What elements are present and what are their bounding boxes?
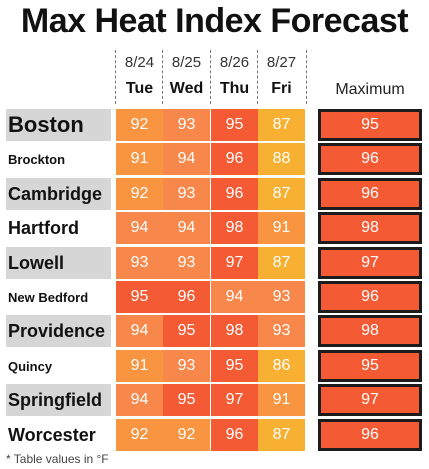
heat-index-cell: 96 bbox=[163, 281, 210, 313]
city-label: Quincy bbox=[8, 358, 53, 374]
maximum-cell: 96 bbox=[318, 281, 422, 313]
heat-index-cell: 91 bbox=[116, 350, 163, 382]
maximum-value: 95 bbox=[321, 353, 419, 379]
heat-index-cell: 91 bbox=[258, 384, 305, 416]
column-separator bbox=[162, 50, 163, 104]
maximum-value: 98 bbox=[321, 318, 419, 344]
maximum-value: 98 bbox=[321, 215, 419, 241]
maximum-cell: 98 bbox=[318, 315, 422, 347]
heat-index-cell: 87 bbox=[258, 247, 305, 279]
city-label: Springfield bbox=[6, 384, 111, 416]
city-label: Providence bbox=[6, 315, 111, 347]
heat-index-cell: 93 bbox=[163, 350, 210, 382]
maximum-cell: 97 bbox=[318, 384, 422, 416]
heat-index-cell: 97 bbox=[211, 247, 258, 279]
heat-index-cell: 95 bbox=[163, 315, 210, 347]
heat-index-cell: 94 bbox=[116, 384, 163, 416]
heat-index-cell: 98 bbox=[211, 315, 258, 347]
city-label: Brockton bbox=[8, 151, 66, 167]
column-day-label: Thu bbox=[219, 80, 250, 97]
maximum-value: 97 bbox=[321, 250, 419, 276]
city-label: Cambridge bbox=[6, 178, 111, 210]
heat-index-cell: 87 bbox=[258, 419, 305, 451]
maximum-column-header: Maximum bbox=[335, 81, 405, 98]
maximum-cell: 95 bbox=[318, 109, 422, 141]
column-separator bbox=[306, 50, 307, 104]
heat-index-cell: 94 bbox=[163, 143, 210, 175]
column-day-label: Wed bbox=[169, 80, 204, 97]
heat-index-cell: 95 bbox=[211, 109, 258, 141]
maximum-value: 95 bbox=[321, 112, 419, 138]
column-separator bbox=[257, 50, 258, 104]
column-date-label: 8/24 bbox=[124, 54, 155, 71]
city-label: New Bedford bbox=[8, 289, 89, 305]
heat-index-cell: 96 bbox=[211, 143, 258, 175]
heat-index-cell: 97 bbox=[211, 384, 258, 416]
city-label: Lowell bbox=[6, 247, 111, 279]
column-date-label: 8/26 bbox=[219, 54, 250, 71]
heat-index-cell: 95 bbox=[211, 350, 258, 382]
heat-index-cell: 87 bbox=[258, 109, 305, 141]
heat-index-cell: 94 bbox=[116, 212, 163, 244]
maximum-cell: 96 bbox=[318, 178, 422, 210]
city-label: Boston bbox=[6, 109, 111, 141]
heat-index-cell: 93 bbox=[258, 281, 305, 313]
column-separator bbox=[115, 50, 116, 104]
heat-index-cell: 93 bbox=[163, 178, 210, 210]
heat-index-cell: 93 bbox=[163, 109, 210, 141]
maximum-value: 96 bbox=[321, 422, 419, 448]
column-date-label: 8/25 bbox=[171, 54, 202, 71]
maximum-value: 96 bbox=[321, 146, 419, 172]
heat-index-cell: 93 bbox=[116, 247, 163, 279]
maximum-cell: 95 bbox=[318, 350, 422, 382]
heat-index-cell: 91 bbox=[258, 212, 305, 244]
heat-index-cell: 93 bbox=[163, 247, 210, 279]
heat-index-cell: 96 bbox=[211, 178, 258, 210]
heat-index-cell: 94 bbox=[211, 281, 258, 313]
heat-index-cell: 92 bbox=[116, 109, 163, 141]
maximum-value: 97 bbox=[321, 387, 419, 413]
heat-index-cell: 86 bbox=[258, 350, 305, 382]
heat-index-cell: 92 bbox=[116, 178, 163, 210]
city-label: Hartford bbox=[8, 217, 79, 238]
column-date-label: 8/27 bbox=[266, 54, 297, 71]
heat-index-cell: 92 bbox=[116, 419, 163, 451]
column-day-label: Fri bbox=[271, 80, 292, 97]
heat-index-cell: 93 bbox=[258, 315, 305, 347]
heat-index-cell: 91 bbox=[116, 143, 163, 175]
heat-index-cell: 95 bbox=[116, 281, 163, 313]
heat-index-cell: 96 bbox=[211, 419, 258, 451]
maximum-value: 96 bbox=[321, 284, 419, 310]
maximum-cell: 96 bbox=[318, 143, 422, 175]
city-label: Worcester bbox=[8, 424, 96, 445]
maximum-cell: 96 bbox=[318, 419, 422, 451]
maximum-cell: 97 bbox=[318, 247, 422, 279]
maximum-cell: 98 bbox=[318, 212, 422, 244]
heat-index-cell: 92 bbox=[163, 419, 210, 451]
maximum-value: 96 bbox=[321, 181, 419, 207]
column-separator bbox=[210, 50, 211, 104]
heat-index-cell: 94 bbox=[116, 315, 163, 347]
heat-index-cell: 98 bbox=[211, 212, 258, 244]
heat-index-cell: 87 bbox=[258, 178, 305, 210]
heat-index-cell: 94 bbox=[163, 212, 210, 244]
footnote: * Table values in °F bbox=[6, 452, 109, 466]
heat-index-cell: 88 bbox=[258, 143, 305, 175]
chart-title: Max Heat Index Forecast bbox=[20, 2, 409, 40]
column-day-label: Tue bbox=[125, 80, 154, 97]
heat-index-cell: 95 bbox=[163, 384, 210, 416]
